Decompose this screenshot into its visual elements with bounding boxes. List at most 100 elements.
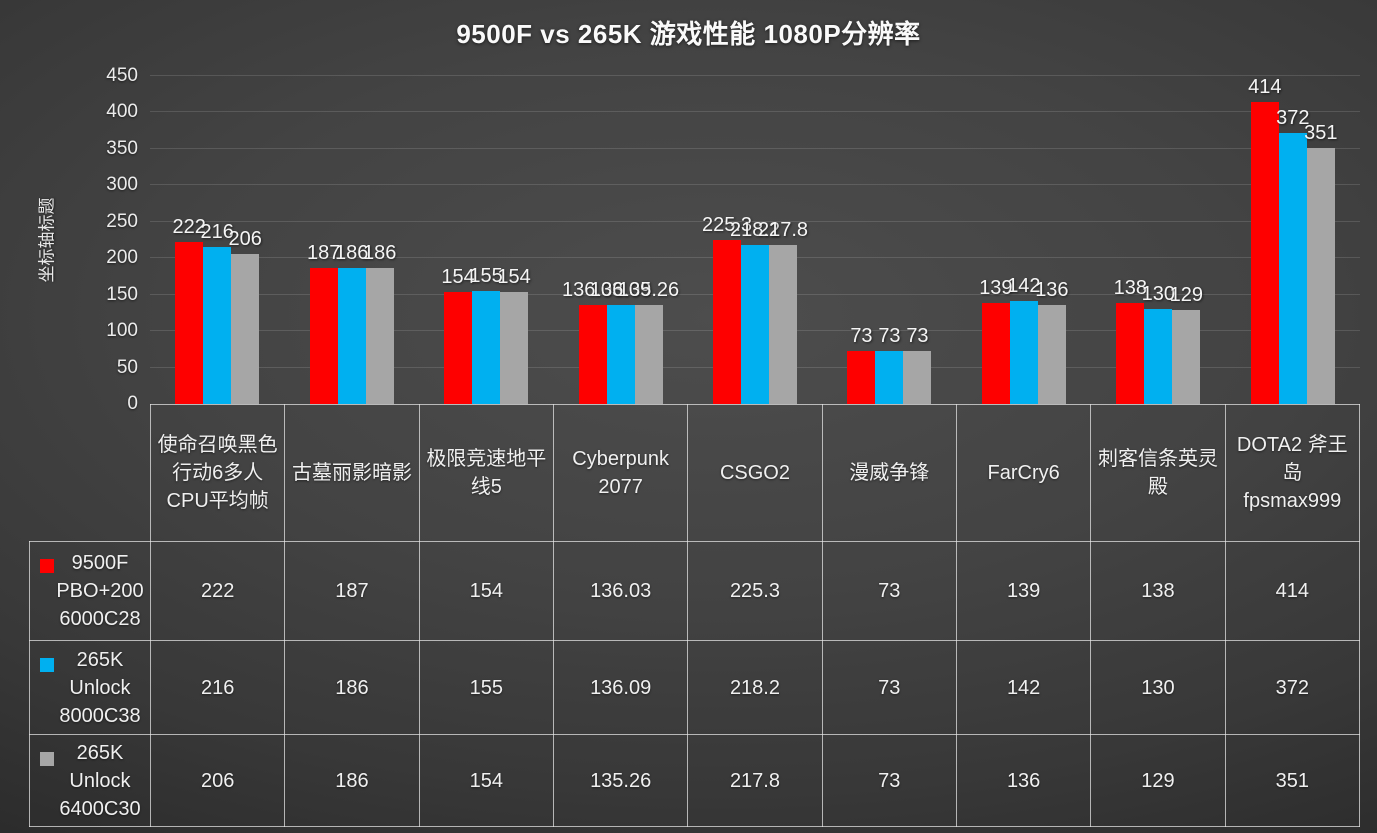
category-header-cell: CSGO2 bbox=[687, 404, 823, 542]
legend-swatch-blue bbox=[40, 658, 54, 672]
value-cell: 154 bbox=[418, 734, 554, 827]
table-row: 265K Unlock 6400C30 206 186 154 135.26 217.8 7… bbox=[29, 734, 1361, 827]
value-cell: 136.09 bbox=[552, 640, 689, 735]
bar bbox=[309, 267, 338, 404]
legend-series-label: 9500F PBO+200 6000C28 bbox=[56, 552, 144, 630]
y-axis-tick-label: 0 bbox=[127, 393, 138, 414]
table-row: 265K Unlock 8000C38 216 186 155 136.09 218.2 7… bbox=[29, 640, 1361, 735]
y-axis-tick-label: 300 bbox=[106, 174, 138, 196]
value-cell: 414 bbox=[1224, 541, 1361, 641]
value-cell: 206 bbox=[149, 734, 286, 827]
data-label: 206 bbox=[228, 227, 262, 250]
data-label: 138 bbox=[1113, 277, 1148, 300]
bar-group: 222 216 206 bbox=[150, 76, 284, 404]
data-label: 73 bbox=[878, 324, 901, 347]
bar-group: 225.3 218.2 217.8 bbox=[688, 76, 822, 404]
data-label: 154 bbox=[441, 265, 475, 288]
data-label: 414 bbox=[1248, 76, 1282, 99]
value-cell: 142 bbox=[955, 640, 1092, 735]
bar-group: 187 186 186 bbox=[284, 76, 418, 404]
y-axis: 0 50 100 150 200 250 300 350 400 450 bbox=[80, 65, 138, 414]
value-cell: 186 bbox=[284, 640, 420, 735]
gridline bbox=[150, 111, 1360, 113]
value-cell: 135.26 bbox=[552, 734, 689, 827]
value-cell: 186 bbox=[284, 734, 420, 827]
bar bbox=[712, 239, 741, 404]
bar bbox=[578, 304, 607, 404]
data-label: 135.26 bbox=[617, 279, 680, 302]
bar bbox=[903, 350, 932, 404]
y-axis-tick-label: 200 bbox=[106, 247, 138, 269]
value-cell: 372 bbox=[1224, 640, 1361, 735]
value-cell: 73 bbox=[821, 541, 957, 641]
data-label: 136.09 bbox=[589, 278, 652, 301]
value-cell: 73 bbox=[821, 734, 957, 827]
value-cell: 155 bbox=[418, 640, 554, 735]
legend-swatch-red bbox=[40, 559, 54, 573]
y-axis-tick-label: 250 bbox=[106, 210, 138, 232]
legend-cell: 265K Unlock 6400C30 bbox=[29, 734, 151, 827]
value-cell: 129 bbox=[1090, 734, 1226, 827]
value-cell: 73 bbox=[821, 640, 957, 735]
y-axis-tick-label: 100 bbox=[106, 320, 138, 342]
data-label: 73 bbox=[850, 324, 873, 347]
bar bbox=[365, 268, 394, 404]
table-header-row: 使命召唤黑色行动6多人 CPU平均帧 古墓丽影暗影 极限竞速地平线5 Cyberpun… bbox=[30, 404, 1361, 542]
chart-title: 9500F vs 265K 游戏性能 1080P分辨率 bbox=[456, 19, 921, 49]
bar bbox=[1250, 102, 1279, 404]
category-header-cell: 极限竞速地平线5 bbox=[418, 404, 554, 542]
bar bbox=[231, 253, 260, 404]
data-label: 225.3 bbox=[701, 213, 753, 236]
bar bbox=[472, 291, 501, 404]
bar bbox=[981, 302, 1010, 404]
data-label: 155 bbox=[469, 265, 503, 288]
legend-series-label: 265K Unlock 8000C38 bbox=[59, 648, 141, 727]
category-header-cell: DOTA2 斧王岛 fpsmax999 bbox=[1224, 404, 1361, 542]
data-label: 142 bbox=[1007, 274, 1041, 297]
category-header-cell: 刺客信条英灵殿 bbox=[1090, 404, 1226, 542]
bar bbox=[1116, 303, 1145, 404]
bar bbox=[740, 244, 769, 404]
value-cell: 216 bbox=[149, 640, 286, 735]
data-label: 217.8 bbox=[757, 219, 809, 242]
category-header-cell: 使命召唤黑色行动6多人 CPU平均帧 bbox=[149, 404, 286, 542]
bar-group: 73 73 73 bbox=[822, 76, 956, 404]
bar bbox=[634, 305, 663, 404]
value-cell: 138 bbox=[1090, 541, 1226, 641]
bar-group: 414 372 351 bbox=[1226, 76, 1360, 404]
data-label: 136.03 bbox=[561, 278, 624, 301]
bar-group: 138 130 129 bbox=[1091, 76, 1225, 404]
bar bbox=[444, 291, 473, 404]
value-cell: 136.03 bbox=[552, 541, 689, 641]
value-cell: 130 bbox=[1090, 640, 1226, 735]
y-axis-title: 坐标轴标题 bbox=[37, 197, 57, 283]
data-label: 186 bbox=[334, 242, 369, 265]
y-axis-tick-label: 400 bbox=[106, 101, 138, 123]
gridline bbox=[150, 184, 1360, 186]
bar bbox=[1172, 309, 1201, 404]
legend-cell: 265K Unlock 8000C38 bbox=[29, 640, 151, 735]
data-label: 187 bbox=[306, 241, 341, 264]
category-header-cell: FarCry6 bbox=[955, 404, 1092, 542]
gridline bbox=[150, 75, 1360, 76]
bar-group: 139 142 136 bbox=[957, 76, 1091, 404]
bar bbox=[606, 304, 635, 404]
bar bbox=[1306, 148, 1335, 404]
bar bbox=[768, 245, 797, 404]
value-cell: 351 bbox=[1224, 734, 1361, 827]
data-label: 73 bbox=[906, 324, 929, 347]
bar bbox=[847, 350, 876, 404]
value-cell: 222 bbox=[149, 541, 286, 641]
y-axis-tick-label: 150 bbox=[106, 283, 138, 305]
bar bbox=[1037, 304, 1066, 404]
value-cell: 218.2 bbox=[687, 640, 823, 735]
bar-group: 154 155 154 bbox=[419, 76, 553, 404]
bar-group: 136.03 136.09 135.26 bbox=[553, 76, 687, 404]
category-header-cell: Cyberpunk 2077 bbox=[552, 404, 689, 542]
data-label: 154 bbox=[497, 265, 531, 288]
y-axis-tick-label: 450 bbox=[106, 65, 138, 86]
data-label: 136 bbox=[1035, 278, 1069, 301]
data-label: 186 bbox=[362, 242, 397, 265]
plot-area: 222 216 206 187 186 186 154 155 154 136.03 136.09 1… bbox=[150, 75, 1360, 404]
